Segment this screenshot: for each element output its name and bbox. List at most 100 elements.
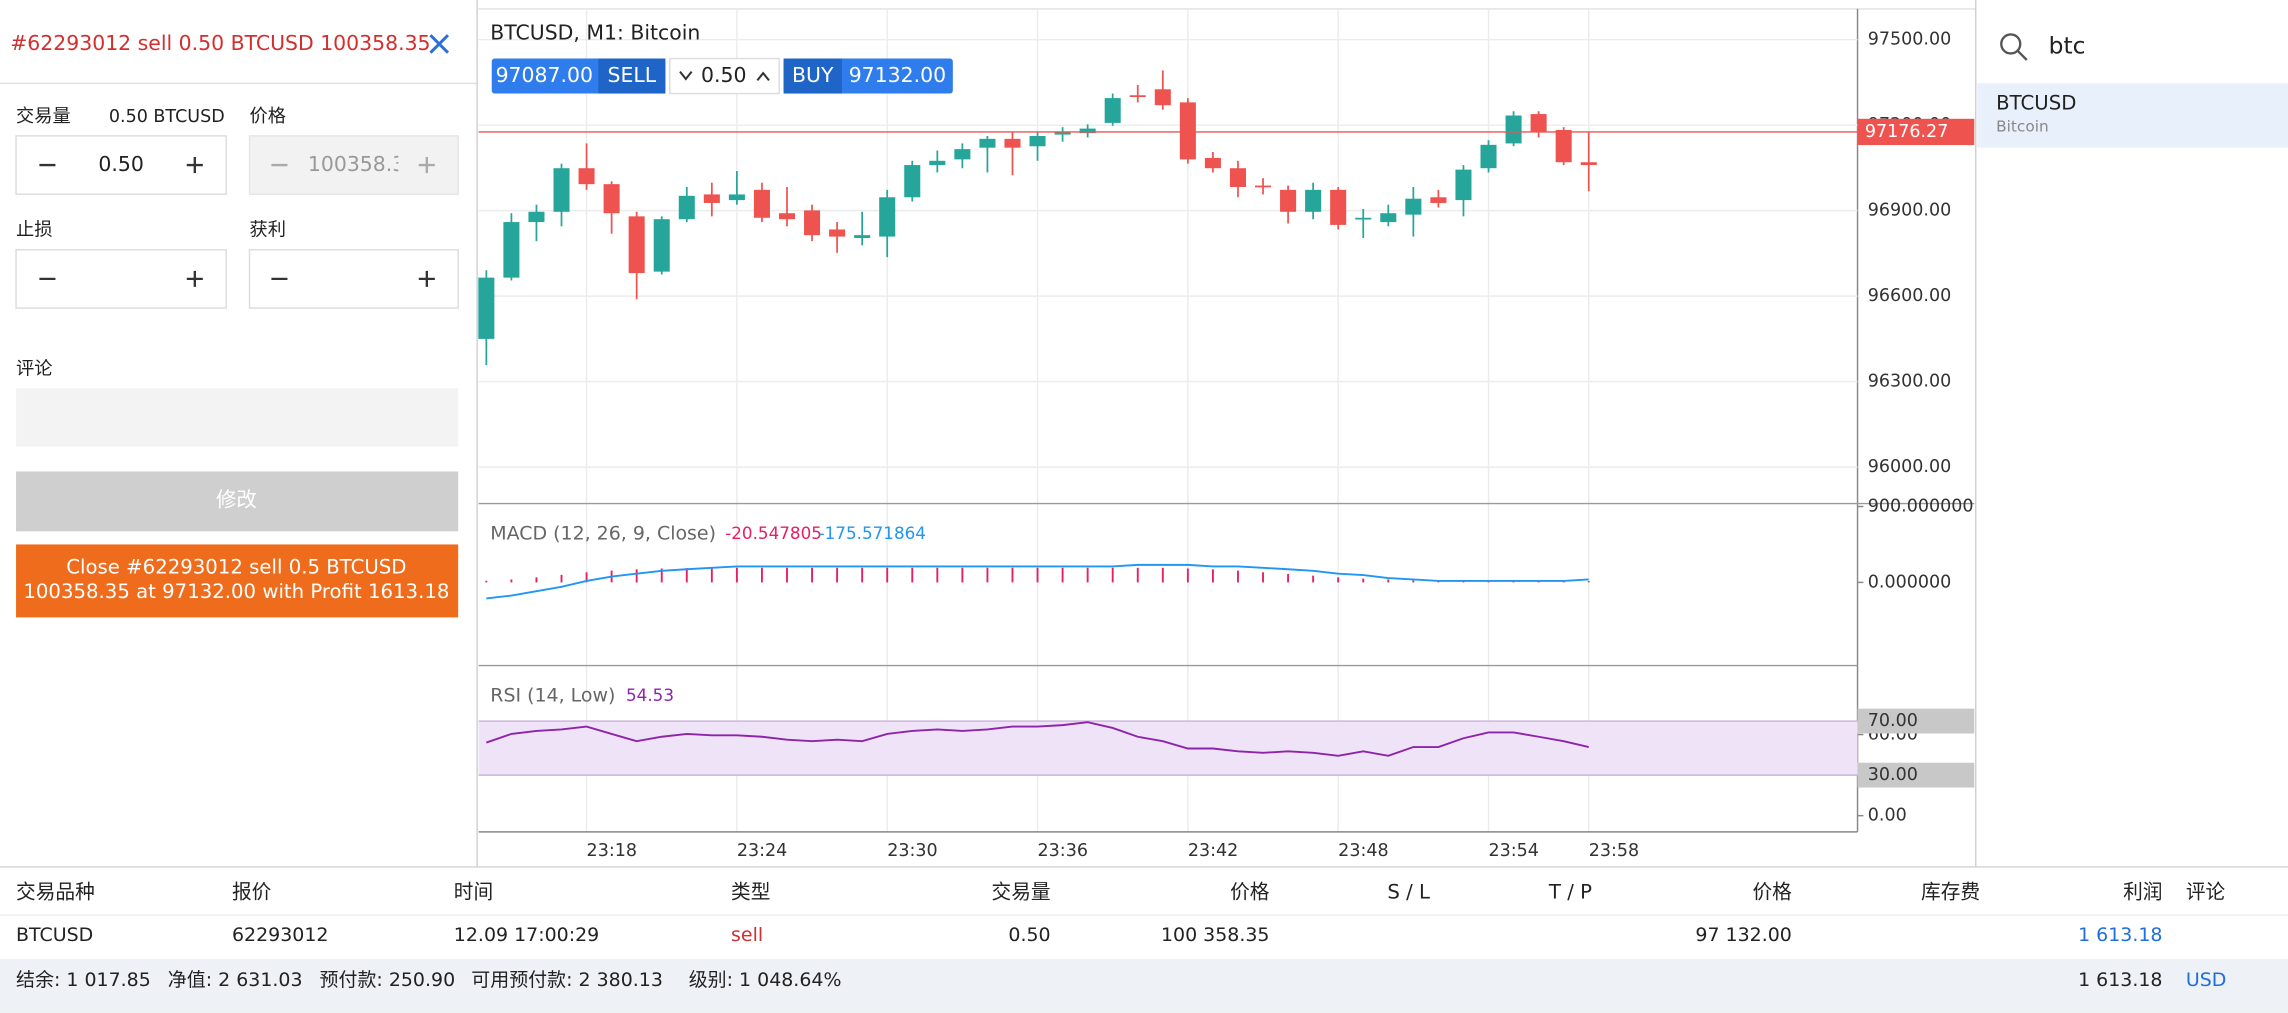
candle-body	[1154, 89, 1171, 106]
search-icon[interactable]	[2017, 50, 2028, 61]
account-total: 1 613.18	[2078, 969, 2162, 991]
x-tick-label: 23:54	[1489, 841, 1539, 861]
candle-body	[628, 216, 645, 274]
candle-body	[1104, 98, 1121, 123]
table-cell: 97 132.00	[1695, 924, 1791, 946]
close-button-label: Close #62293012 sell 0.5 BTCUSD	[66, 555, 406, 578]
indicator-value: -175.571864	[819, 523, 926, 543]
stepper-icons[interactable]	[39, 157, 203, 174]
current-price-label: 97176.27	[1865, 122, 1949, 142]
account-item: 结余: 1 017.85	[16, 969, 151, 991]
result-description: Bitcoin	[1996, 118, 2049, 136]
account-item: 可用预付款: 2 380.13	[471, 969, 663, 991]
candle-body	[979, 138, 996, 148]
candle-body	[728, 194, 745, 201]
x-tick-label: 23:42	[1188, 841, 1238, 861]
modify-button[interactable]	[16, 471, 459, 532]
sell-button-part[interactable]	[598, 58, 666, 94]
y-tick-box	[1857, 762, 1975, 788]
close-icon[interactable]	[429, 34, 450, 54]
x-tick-label: 23:36	[1038, 841, 1088, 861]
candle-body	[1204, 157, 1221, 169]
y-tick-label: 900.000000	[1868, 497, 1974, 517]
search-icon[interactable]	[2000, 33, 2022, 55]
rsi-line	[486, 721, 1589, 757]
table-cell: 100 358.35	[1161, 924, 1270, 946]
indicator-title: RSI (14, Low)	[490, 685, 615, 707]
candle-body	[1555, 130, 1572, 163]
candle-body	[528, 211, 545, 223]
table-cell: sell	[731, 924, 763, 946]
candle-body	[1029, 136, 1046, 147]
chart-header: BTCUSD, M1: Bitcoin 97087.00 SELL 0.50 B…	[490, 21, 953, 95]
indicator-value: 54.53	[626, 685, 674, 705]
y-tick-label: 96300.00	[1868, 372, 1952, 392]
candle-body	[578, 168, 595, 185]
y-tick-label: 96600.00	[1868, 286, 1952, 306]
candle-body	[1430, 197, 1447, 203]
volume-value: 0.50	[98, 152, 143, 176]
candle-body	[1280, 189, 1297, 212]
candle-body	[829, 229, 846, 237]
candle-body	[929, 160, 946, 166]
candle-body	[753, 189, 770, 218]
candle-body	[1580, 162, 1597, 166]
comment-label: 评论	[16, 358, 52, 379]
modify-button-label: 修改	[216, 488, 257, 512]
candle-body	[1530, 114, 1547, 132]
column-header: 利润	[2123, 881, 2162, 904]
price-label: 价格	[250, 106, 286, 127]
column-header: 价格	[1230, 881, 1270, 904]
order-title: #62293012 sell 0.50 BTCUSD 100358.35	[10, 31, 430, 55]
lot-chevrons[interactable]	[679, 71, 770, 82]
stepper-icons[interactable]	[39, 270, 435, 287]
y-tick-box	[1857, 708, 1975, 734]
y-tick-label: 70.00	[1868, 711, 1918, 731]
candle-body	[653, 219, 670, 272]
candle-body	[778, 213, 796, 220]
order-panel: #62293012 sell 0.50 BTCUSD 100358.35 交易量…	[0, 0, 478, 867]
candle-body	[1129, 95, 1146, 98]
candle-body	[1229, 168, 1246, 188]
candle-body	[1355, 217, 1372, 220]
candle-body	[954, 149, 971, 160]
y-tick-label: 0.000000	[1868, 572, 1952, 592]
volume-hint: 0.50 BTCUSD	[109, 107, 225, 127]
candle-body	[904, 165, 921, 198]
candle-body	[503, 222, 520, 278]
candle-body	[1079, 128, 1096, 134]
stepper-icons	[271, 157, 435, 174]
account-currency: USD	[2186, 969, 2227, 991]
column-header: S / L	[1387, 881, 1430, 904]
buy-button-part[interactable]	[783, 58, 842, 94]
sell-price: 97087.00	[496, 63, 593, 87]
column-header: 评论	[2186, 881, 2226, 904]
x-tick-label: 23:30	[887, 841, 937, 861]
account-item: 预付款: 250.90	[320, 969, 456, 991]
candle-body	[553, 168, 570, 212]
indicator-value: -20.547805	[725, 523, 822, 543]
comment-input[interactable]	[16, 388, 459, 447]
candle-body	[854, 235, 871, 239]
column-header: 库存费	[1921, 881, 1980, 904]
sell-label: SELL	[608, 63, 657, 87]
buy-label: BUY	[792, 63, 834, 87]
candle-body	[1054, 131, 1071, 135]
column-header: 时间	[454, 881, 493, 904]
lot-value: 0.50	[701, 63, 746, 87]
sl-label: 止损	[16, 220, 52, 241]
y-tick-label: 0.00	[1868, 806, 1907, 826]
x-tick-label: 23:18	[587, 841, 637, 861]
close-button[interactable]	[16, 544, 459, 618]
x-tick-label: 23:58	[1589, 841, 1639, 861]
search-query[interactable]: btc	[2049, 31, 2086, 59]
search-result[interactable]	[1977, 83, 2288, 148]
x-tick-label: 23:48	[1338, 841, 1388, 861]
candle-body	[1004, 138, 1021, 148]
table-cell: 62293012	[232, 924, 328, 946]
table-cell: 0.50	[1008, 924, 1050, 946]
candle-body	[1255, 185, 1272, 188]
account-bar	[0, 958, 2288, 1013]
account-item: 净值: 2 631.03	[168, 969, 303, 991]
